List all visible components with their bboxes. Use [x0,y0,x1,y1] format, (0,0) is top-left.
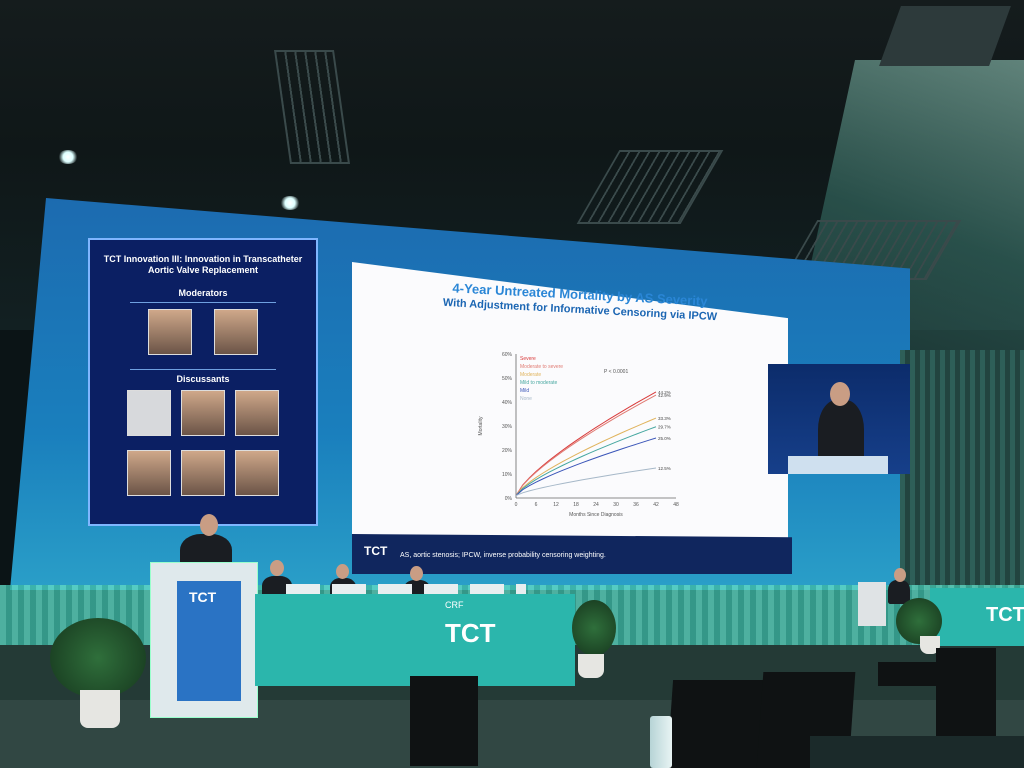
y-tick-label: 50% [502,376,513,382]
session-title: TCT Innovation III: Innovation in Transc… [103,254,303,275]
stage-monitor [666,680,768,768]
discussant-photo [127,450,171,496]
x-tick-label: 18 [573,502,579,508]
series-line [515,426,657,496]
x-tick-label: 24 [593,502,599,508]
y-tick-label: 20% [502,448,513,454]
potted-plant [50,618,146,698]
panelist-head [270,560,284,576]
discussant-photo [181,390,225,436]
series-line [515,467,657,497]
legend-entry: Mild [520,388,529,394]
podium-panel: TCT [177,581,241,701]
p-value: P < 0.0001 [604,369,628,375]
x-tick-label: 0 [515,502,518,508]
panel-laptops [286,584,526,596]
podium: TCT [150,562,258,718]
legend-entry: None [520,396,532,402]
moderators-heading: Moderators [178,288,228,298]
front-desk [810,736,1024,768]
speaker-video-feed [768,364,910,474]
podium-logo: TCT [189,589,217,605]
x-tick-label: 30 [613,502,619,508]
session-panel: TCT Innovation III: Innovation in Transc… [88,238,318,526]
series-line [515,417,657,496]
x-axis-label: Months Since Diagnosis [569,512,623,518]
data-label: 12.5% [658,466,671,471]
x-tick-label: 6 [535,502,538,508]
data-label: 29.7% [658,425,671,430]
panelist-head [894,568,906,582]
spotlight [58,150,78,164]
data-label: 44.2% [658,390,671,395]
floor-speaker [878,662,936,686]
discussant-photo [127,390,171,436]
x-tick-label: 36 [633,502,639,508]
x-tick-label: 42 [653,502,659,508]
series-line [515,391,657,496]
divider [130,302,276,303]
y-tick-label: 60% [502,352,513,358]
series-line [515,394,657,496]
panelist-head [336,564,349,579]
right-table-logo: TCT [986,604,1024,626]
video-lectern [788,456,888,474]
slide-footer: TCT AS, aortic stenosis; IPCW, inverse p… [352,534,792,574]
legend-entry: Moderate [520,372,541,378]
discussant-photo [235,450,279,496]
potted-plant [572,600,616,656]
legend-entry: Severe [520,356,536,362]
ceiling-panel [879,6,1011,66]
y-tick-label: 0% [505,496,513,502]
mortality-chart: 0% 10% 20% 30% 40% 50% 60% 0 6 12 18 24 30 36 42 48 Mort… [478,352,679,518]
panelist-head [410,566,423,581]
right-panel-table: TCT [930,588,1024,646]
moderator-photo [148,309,192,355]
presenter-head [200,514,218,536]
water-bottle [650,716,672,768]
plant-pot [920,636,940,654]
table-crf-logo: CRF [445,600,464,610]
y-axis-label: Mortality [478,416,484,435]
table-logo: TCT [445,618,496,648]
divider [130,369,276,370]
panelist [888,580,910,604]
side-curtain [900,350,1024,590]
legend-entry: Moderate to severe [520,364,563,370]
presentation-slide [352,262,788,574]
discussant-photo [235,390,279,436]
discussants-heading: Discussants [176,374,230,384]
moderator-photo [214,309,258,355]
slide-footnote: AS, aortic stenosis; IPCW, inverse proba… [400,552,606,559]
stage-monitor [410,676,478,766]
discussant-photo [181,450,225,496]
x-tick-label: 12 [553,502,559,508]
x-tick-label: 48 [673,502,679,508]
stage-chair [858,582,886,626]
data-label: 42.9% [658,393,671,398]
plant-pot [578,654,604,678]
slide-logo: TCT [364,544,388,558]
series-line [515,437,657,496]
data-label: 33.3% [658,416,671,421]
y-tick-label: 40% [502,400,513,406]
speaker-head [830,382,850,406]
plant-pot [80,690,120,728]
legend-entry: Mild to moderate [520,380,557,386]
panel-table: CRF TCT [255,594,575,686]
y-tick-label: 10% [502,472,513,478]
y-tick-label: 30% [502,424,513,430]
data-label: 25.0% [658,436,671,441]
spotlight [280,196,300,210]
